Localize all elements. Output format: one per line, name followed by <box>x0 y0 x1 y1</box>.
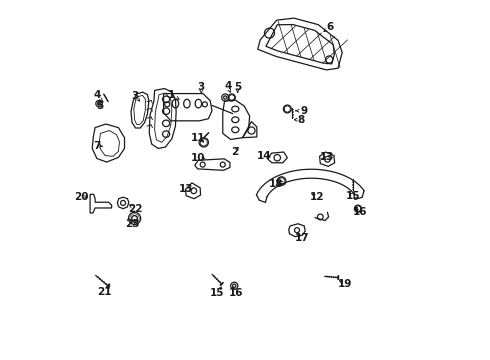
Text: 7: 7 <box>93 140 100 150</box>
Text: 23: 23 <box>125 220 140 229</box>
Text: 17: 17 <box>294 233 309 243</box>
Text: 20: 20 <box>74 192 89 202</box>
Text: 16: 16 <box>352 207 367 217</box>
Text: 1: 1 <box>168 90 175 100</box>
Text: 15: 15 <box>346 191 361 201</box>
Text: 22: 22 <box>128 204 142 214</box>
Text: 13: 13 <box>320 152 335 162</box>
Text: 10: 10 <box>191 153 206 163</box>
Text: 13: 13 <box>178 184 193 194</box>
Text: 2: 2 <box>231 147 239 157</box>
Text: 5: 5 <box>96 101 103 111</box>
Text: 21: 21 <box>98 287 112 297</box>
Text: 4: 4 <box>224 81 231 91</box>
Text: 11: 11 <box>191 133 206 143</box>
Text: 4: 4 <box>94 90 101 100</box>
Text: 14: 14 <box>257 151 271 161</box>
Text: 8: 8 <box>298 115 305 125</box>
Text: 3: 3 <box>131 91 139 101</box>
Text: 3: 3 <box>197 82 205 93</box>
Text: 6: 6 <box>326 22 333 32</box>
Text: 19: 19 <box>338 279 352 289</box>
Text: 18: 18 <box>269 179 283 189</box>
Text: 9: 9 <box>300 106 308 116</box>
Text: 15: 15 <box>210 288 224 298</box>
Text: 5: 5 <box>234 82 241 92</box>
Text: 16: 16 <box>228 288 243 298</box>
Text: 12: 12 <box>310 192 324 202</box>
